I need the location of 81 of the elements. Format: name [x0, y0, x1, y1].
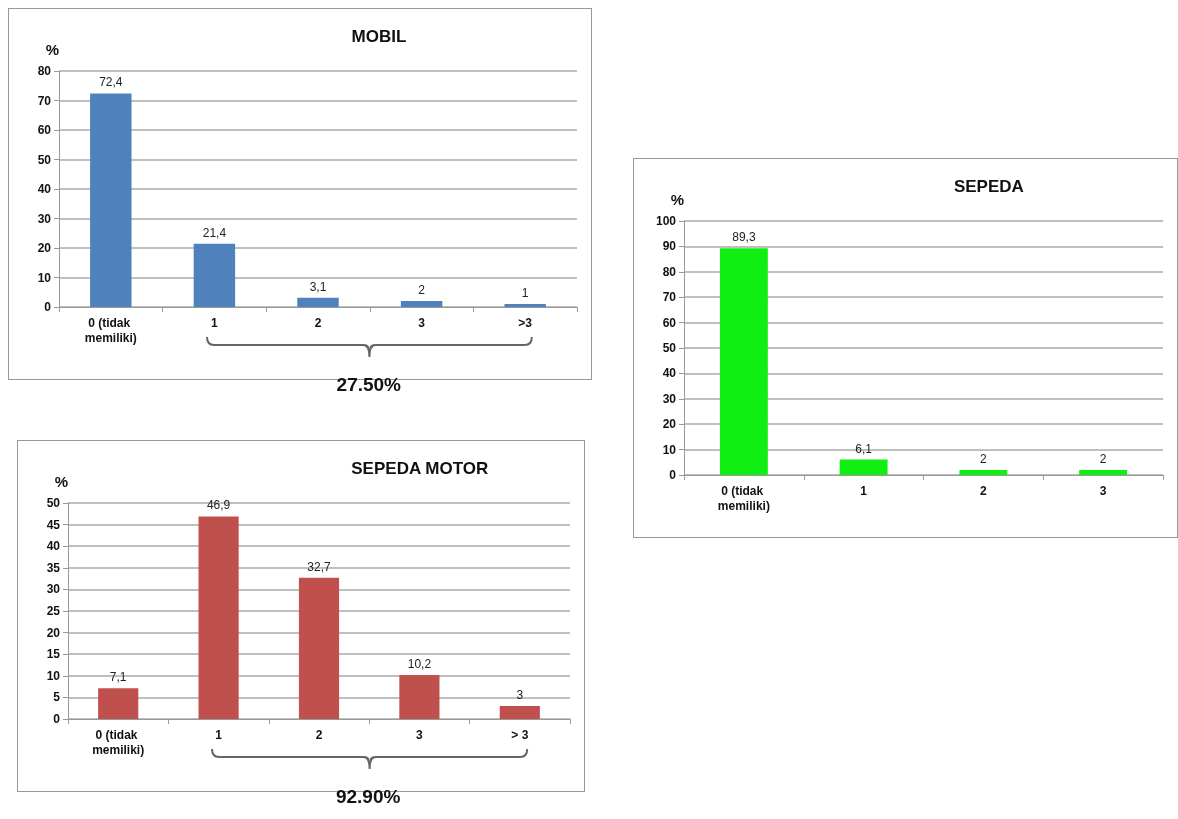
bar [193, 243, 236, 307]
y-tick-label: 40 [662, 366, 677, 381]
x-tick-label: 1 [215, 727, 223, 742]
x-tick-label: 2 [315, 727, 323, 742]
data-label: 89,3 [732, 230, 756, 245]
y-tick-label: 15 [46, 647, 61, 662]
y-tick-label: 20 [37, 241, 52, 255]
y-tick-label: 50 [37, 152, 52, 167]
y-tick-label: 70 [662, 290, 677, 305]
bar [959, 469, 1008, 475]
data-label: 2 [1099, 451, 1107, 466]
y-tick-label: 90 [662, 239, 677, 254]
data-label: 3,1 [309, 279, 327, 294]
x-tick-label: 0 (tidak memiliki) [84, 315, 137, 345]
y-tick-label: 100 [655, 214, 677, 228]
data-label: 72,4 [99, 75, 123, 90]
y-axis-title: % [54, 473, 68, 490]
chart-title: SEPEDA MOTOR [351, 459, 489, 478]
bar [400, 301, 443, 307]
bar [297, 297, 339, 307]
y-tick-label: 20 [662, 417, 677, 432]
bar [399, 674, 440, 719]
x-tick-label: 3 [1099, 483, 1107, 498]
data-label: 1 [521, 286, 529, 301]
data-label: 7,1 [109, 670, 127, 685]
x-tick-label: 0 (tidak memiliki) [717, 483, 770, 513]
data-label: 3 [516, 688, 524, 703]
y-tick-label: 80 [662, 264, 677, 279]
y-tick-label: 35 [46, 560, 61, 575]
data-label: 2 [418, 283, 426, 298]
data-label: 32,7 [307, 559, 331, 574]
y-tick-label: 60 [37, 123, 52, 137]
bar [504, 304, 546, 307]
bar [90, 93, 132, 307]
y-tick-label: 10 [662, 442, 677, 457]
bar [839, 459, 888, 475]
data-label: 2 [980, 451, 988, 466]
y-tick-label: 40 [37, 182, 52, 196]
y-tick-label: 10 [37, 270, 52, 285]
x-tick-label: 2 [980, 483, 988, 498]
y-tick-label: 45 [46, 517, 61, 532]
bar [1079, 469, 1128, 475]
data-label: 10,2 [407, 656, 432, 671]
x-tick-label: >3 [518, 315, 533, 330]
data-label: 6,1 [855, 441, 873, 456]
y-axis-title: % [45, 41, 59, 58]
bar [98, 688, 139, 719]
y-tick-label: 30 [662, 391, 677, 406]
y-tick-label: 60 [662, 315, 677, 330]
y-tick-label: 50 [662, 341, 677, 355]
y-tick-label: 80 [37, 64, 52, 78]
y-tick-label: 0 [669, 468, 677, 482]
y-tick-label: 70 [37, 93, 52, 108]
text: 92.90% [334, 786, 402, 808]
x-tick-label: 3 [418, 315, 426, 330]
chart-title: MOBIL [351, 27, 407, 46]
text: 27.50% [335, 374, 402, 396]
y-tick-label: 30 [37, 211, 52, 226]
y-tick-label: 20 [46, 625, 61, 640]
y-tick-label: 0 [53, 712, 61, 726]
x-tick-label: 0 (tidak memiliki) [92, 727, 145, 757]
bar [499, 706, 540, 719]
y-tick-label: 30 [46, 582, 61, 597]
y-tick-label: 50 [46, 496, 61, 510]
x-tick-label: 1 [211, 315, 219, 330]
chart-title: SEPEDA [953, 177, 1024, 196]
x-tick-label: 3 [416, 727, 424, 742]
x-tick-label: 2 [314, 315, 322, 330]
data-label: 46,9 [206, 498, 231, 513]
y-tick-label: 10 [46, 668, 61, 683]
y-tick-label: 25 [46, 604, 61, 618]
x-tick-label: > 3 [511, 727, 529, 742]
bar [298, 577, 340, 719]
y-axis-title: % [670, 191, 684, 208]
x-tick-label: 1 [860, 483, 868, 498]
y-tick-label: 40 [46, 539, 61, 554]
bar [198, 516, 239, 719]
data-label: 21,4 [202, 225, 227, 240]
bar [719, 248, 768, 475]
y-tick-label: 0 [44, 300, 52, 314]
y-tick-label: 5 [53, 690, 61, 705]
